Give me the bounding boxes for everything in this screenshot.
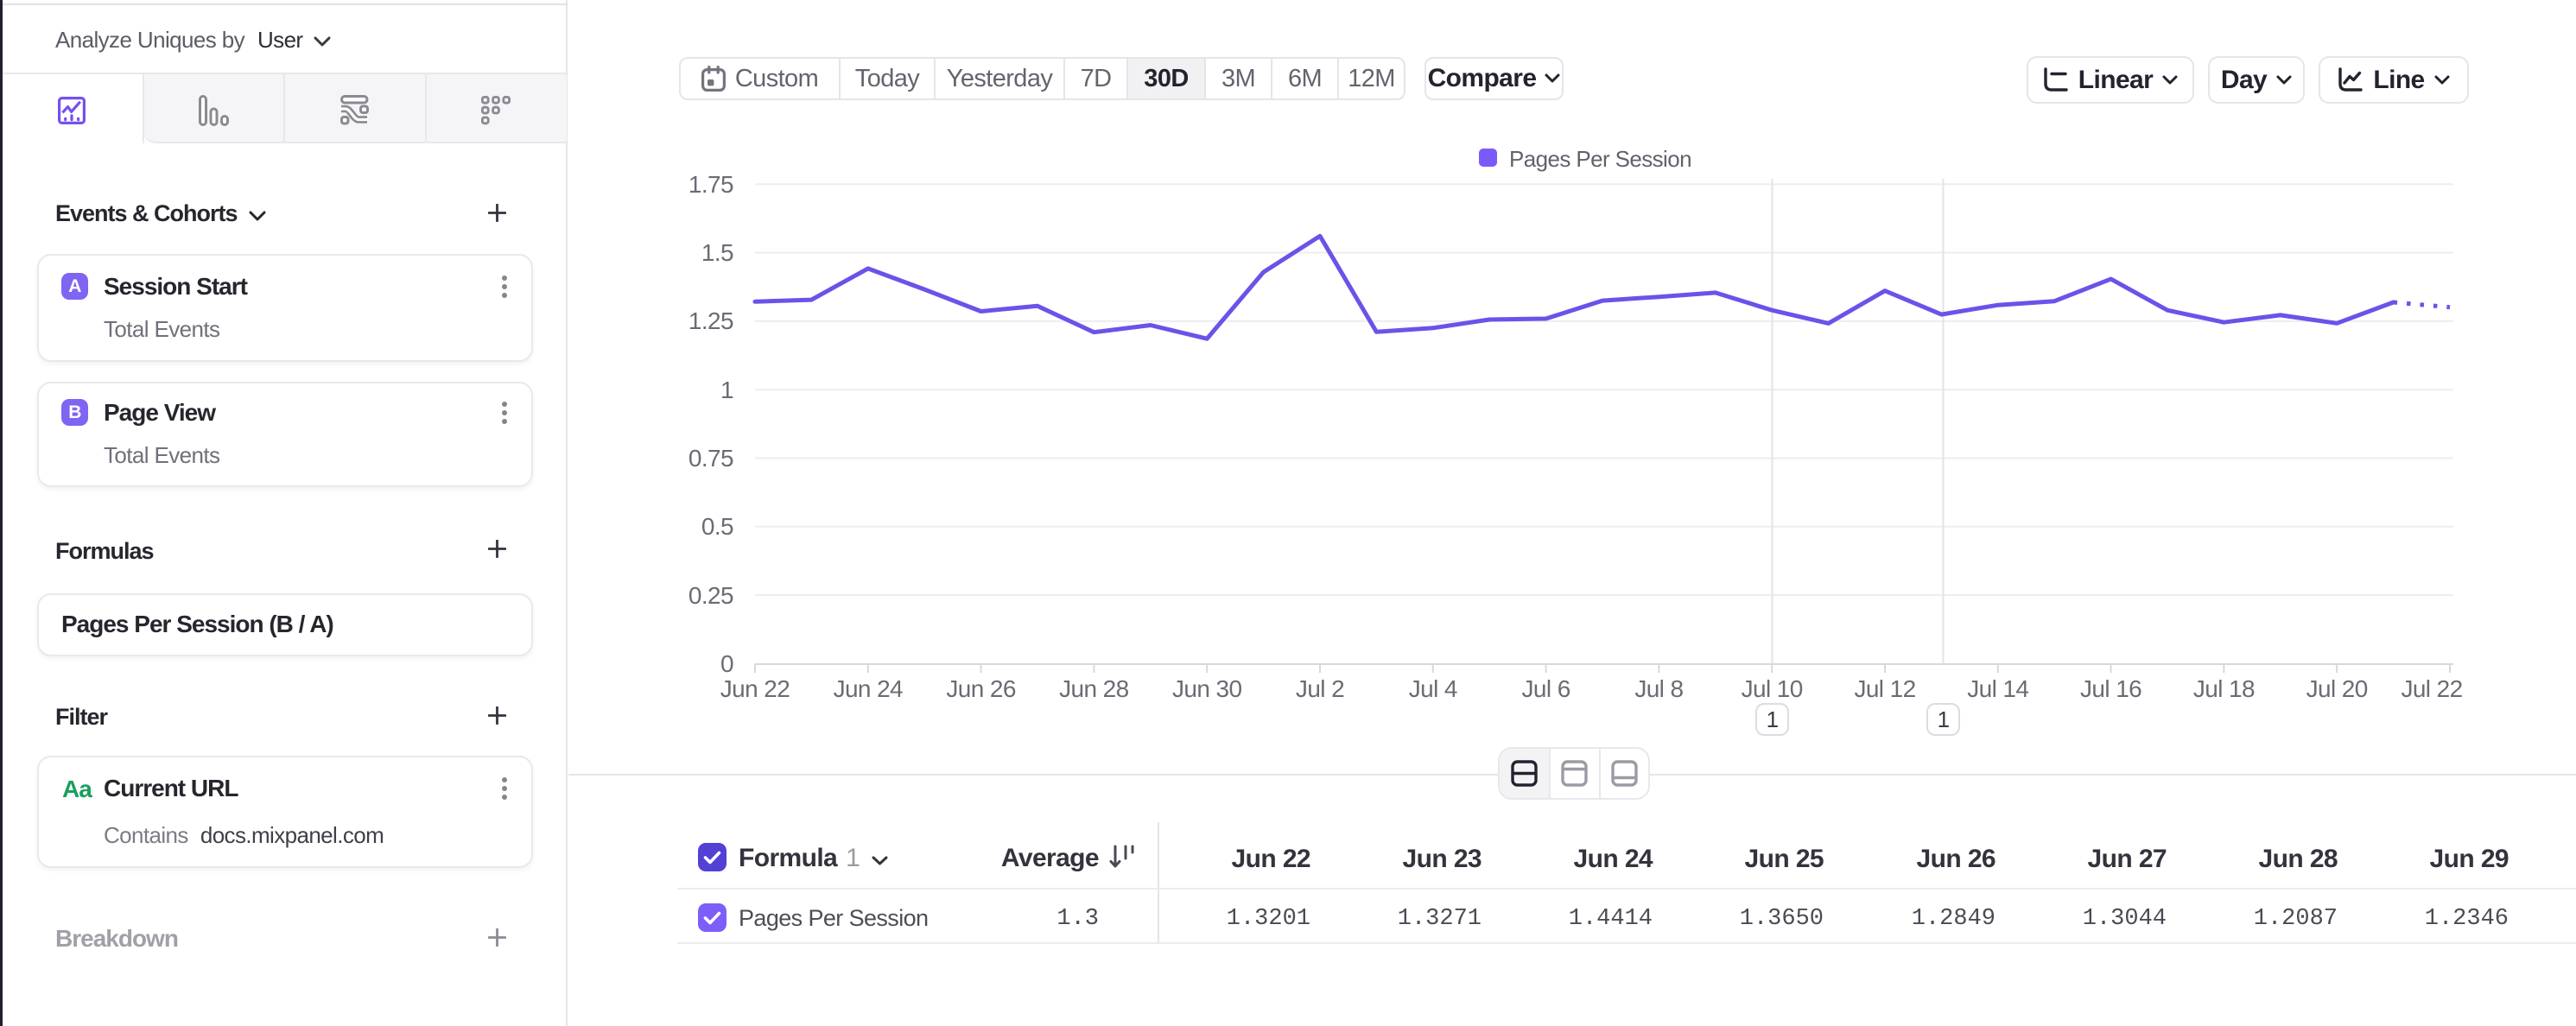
svg-text:0: 0 [720, 650, 733, 677]
svg-text:Jul 18: Jul 18 [2193, 675, 2255, 702]
svg-text:Jun 28: Jun 28 [1059, 675, 1128, 702]
svg-text:Jul 2: Jul 2 [1296, 675, 1344, 702]
svg-text:Jul 16: Jul 16 [2080, 675, 2141, 702]
svg-text:Jun 22: Jun 22 [720, 675, 790, 702]
svg-text:Jul 12: Jul 12 [1854, 675, 1915, 702]
svg-text:Jul 8: Jul 8 [1634, 675, 1683, 702]
svg-text:Jul 22: Jul 22 [2401, 675, 2462, 702]
svg-text:Jun 30: Jun 30 [1172, 675, 1241, 702]
svg-text:Jun 24: Jun 24 [834, 675, 903, 702]
svg-text:1: 1 [720, 377, 733, 403]
svg-text:1.5: 1.5 [701, 239, 733, 266]
svg-text:Jul 6: Jul 6 [1522, 675, 1570, 702]
svg-text:Jul 14: Jul 14 [1967, 675, 2028, 702]
svg-text:Jun 26: Jun 26 [946, 675, 1015, 702]
svg-text:Jul 20: Jul 20 [2306, 675, 2368, 702]
svg-text:1.25: 1.25 [688, 307, 733, 334]
svg-text:Jul 10: Jul 10 [1742, 675, 1803, 702]
svg-text:0.5: 0.5 [701, 513, 733, 540]
svg-text:0.25: 0.25 [688, 582, 733, 609]
svg-text:1.75: 1.75 [688, 171, 733, 198]
svg-text:Jul 4: Jul 4 [1409, 675, 1457, 702]
svg-text:0.75: 0.75 [688, 445, 733, 472]
